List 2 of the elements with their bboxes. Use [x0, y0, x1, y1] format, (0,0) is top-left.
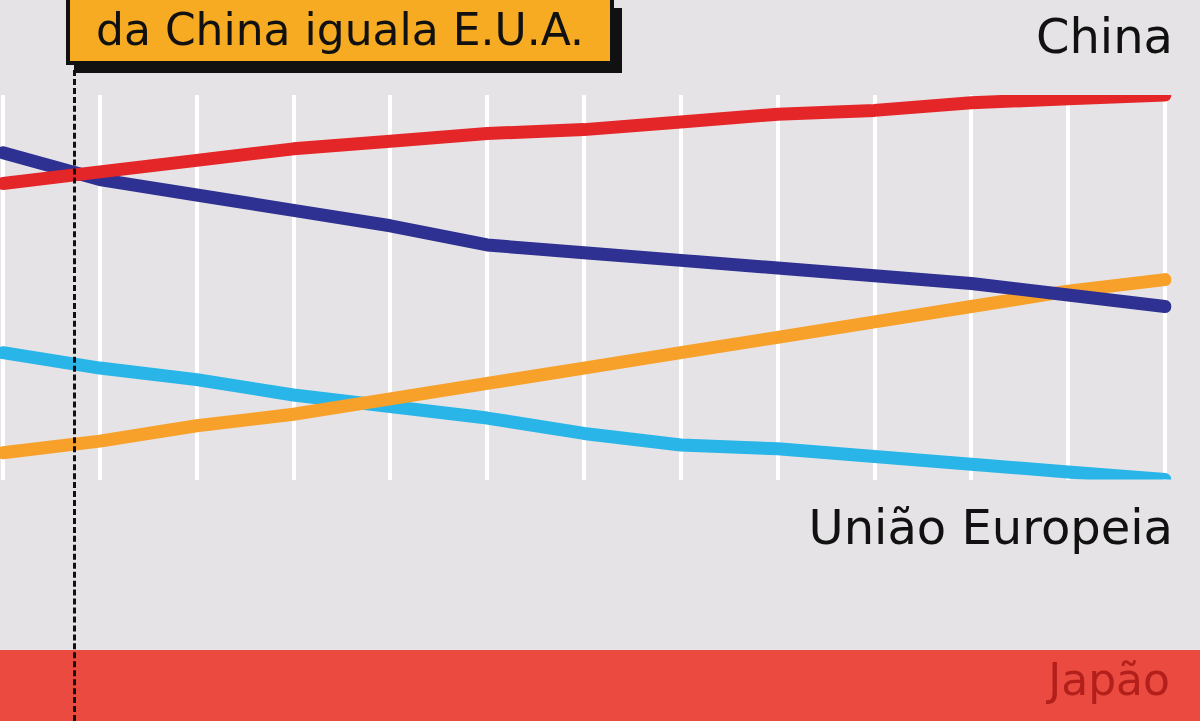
series-label: União Europeia: [808, 499, 1173, 556]
series-label: China: [1035, 8, 1173, 65]
